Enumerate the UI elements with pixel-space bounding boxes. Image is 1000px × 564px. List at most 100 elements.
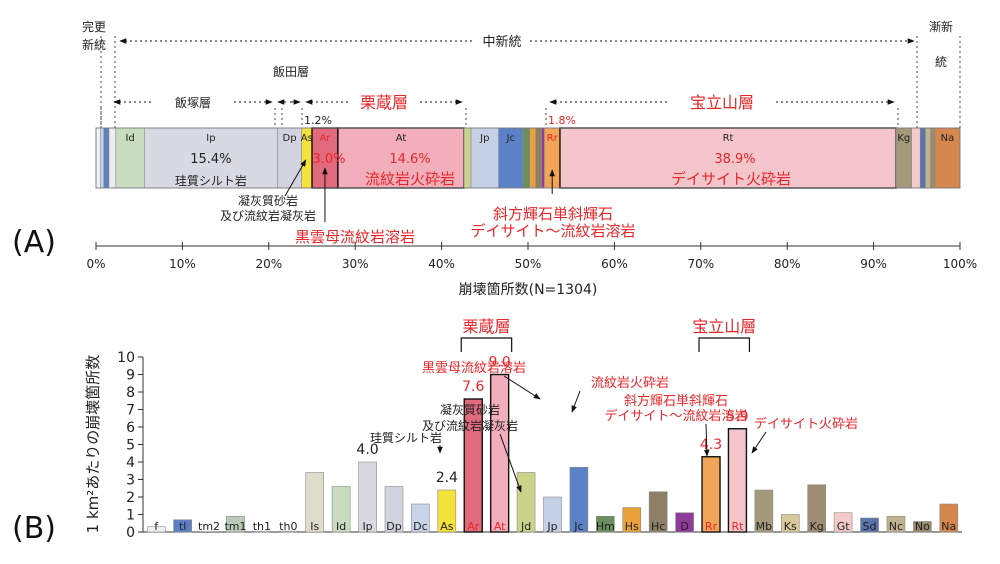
y-tick-label-7: 7: [126, 403, 135, 419]
value-label-Rt: 5.9: [726, 409, 748, 425]
y-axis-title: 1 km²あたりの崩壊箇所数: [84, 355, 102, 534]
bar-label-Jp: Jp: [546, 520, 557, 533]
x-tick-label-1: 10%: [169, 257, 196, 271]
bar-tm2: [199, 531, 219, 533]
x-tick-label-10: 100%: [943, 257, 977, 271]
bar-label-tm2: tm2: [198, 520, 220, 533]
panel-label-b: (B): [12, 511, 56, 546]
bar-Na: [939, 503, 959, 533]
bar-label-Kg: Kg: [810, 520, 824, 533]
annotation-dacite-lava-2: デイサイト～流紋岩溶岩: [470, 222, 635, 240]
bar-label-f: f: [154, 520, 159, 533]
segment-code-As: As: [301, 133, 313, 144]
segment-code-Jc: Jc: [505, 133, 514, 144]
x-axis-title: 崩壊箇所数(N=1304): [459, 281, 598, 298]
inner-label-Ip: 珪質シルト岩: [175, 173, 247, 188]
annotation-As-0: 凝灰質砂岩: [440, 402, 500, 417]
segment-code-Kg: Kg: [897, 133, 910, 144]
stacked-segment-minor-2: [103, 127, 110, 189]
bar-label-At: At: [494, 520, 506, 533]
group-bracket-1: [698, 337, 751, 352]
bar-No: [913, 521, 932, 533]
stacked-segment-Ip: [144, 127, 278, 189]
stacked-segment-Jc: [498, 127, 524, 189]
bar-Ar: [463, 398, 483, 533]
x-tick-label-5: 50%: [515, 257, 542, 271]
bar-Sd: [860, 517, 879, 533]
y-tick-label-2: 2: [126, 490, 135, 506]
percent-label-Ip: 15.4%: [190, 152, 231, 167]
bar-label-Rt: Rt: [731, 520, 744, 533]
segment-code-Rt: Rt: [723, 133, 734, 144]
stacked-segment-minor-21: [919, 127, 926, 189]
bar-label-As: As: [440, 520, 454, 533]
bar-f: [146, 526, 166, 533]
era-label-chushinto: 中新統: [482, 34, 521, 50]
percent-label-Rr: 1.8%: [548, 114, 576, 127]
panel-a-stacked-bar: Id Ip Dp As Ar At Jp Jc Rr Rt Kg Na 15.4% 1.2% 3.0% 14.…: [82, 19, 977, 298]
bar-Mb: [754, 489, 774, 533]
segment-code-At: At: [396, 133, 407, 144]
inner-label-Rt: デイサイト火砕岩: [671, 170, 791, 188]
percent-label-At: 14.6%: [389, 152, 430, 167]
bar-label-Sd: Sd: [863, 520, 877, 533]
bar-label-Mb: Mb: [756, 520, 772, 533]
bar-label-th1: th1: [253, 520, 271, 533]
bar-label-Na: Na: [941, 520, 956, 533]
bar-label-Hs: Hs: [625, 520, 639, 533]
bar-Kg: [807, 484, 826, 533]
stacked-bar-frame: [95, 127, 961, 189]
bar-label-D: D: [680, 520, 688, 533]
stacked-segment-minor-23: [930, 127, 936, 189]
annotation-Rt-0: デイサイト火砕岩: [754, 416, 858, 432]
y-tick-label-3: 3: [126, 473, 135, 489]
bar-label-Hm: Hm: [596, 520, 615, 533]
x-tick-label-7: 70%: [687, 257, 714, 271]
bar-Dc: [411, 503, 430, 533]
percent-label-Rt: 38.9%: [714, 152, 755, 167]
x-tick-label-6: 60%: [601, 257, 628, 271]
stacked-segment-minor-13: [522, 127, 531, 189]
stacked-segment-minor-20: [911, 127, 921, 189]
y-tick-label-0: 0: [126, 525, 135, 541]
bar-label-Ar: Ar: [467, 520, 480, 533]
bar-label-No: No: [915, 520, 930, 533]
bar-label-Rr: Rr: [705, 520, 718, 533]
value-label-Ip: 4.0: [356, 442, 378, 458]
stacked-segment-minor-14: [529, 127, 537, 189]
segment-code-Ar: Ar: [319, 133, 331, 144]
annotation-Rr-0: 斜方輝石単斜輝石: [624, 393, 728, 409]
x-tick-label-4: 40%: [428, 257, 455, 271]
y-tick-label-6: 6: [126, 420, 135, 436]
y-tick-label-9: 9: [126, 368, 135, 384]
value-label-Ar: 7.6: [462, 379, 484, 395]
era-label-kanshinsei-1: 完更: [82, 19, 106, 34]
panel-label-a: (A): [12, 225, 56, 260]
annotation-Rr-1: デイサイト～流紋岩溶岩: [604, 408, 747, 424]
era-label-kanshinsei-2: 新統: [82, 37, 106, 52]
bar-Gt: [833, 512, 853, 533]
x-tick-label-2: 20%: [255, 257, 282, 271]
annotation-arrow-Rr: [704, 423, 710, 457]
formation-label-horyusan: 宝立山層: [690, 93, 754, 112]
bar-D: [675, 512, 694, 533]
era-label-zenshinto-2: 統: [935, 55, 947, 69]
stacked-segment-minor-16: [541, 127, 545, 189]
bar-label-Gt: Gt: [837, 520, 851, 533]
bar-label-Jd: Jd: [520, 520, 531, 533]
bar-label-Jc: Jc: [573, 520, 583, 533]
bar-Hc: [648, 491, 668, 533]
formation-label-iizuka: 飯塚層: [175, 95, 211, 110]
annotation-arrow-Ar: [503, 375, 541, 400]
x-tick-label-0: 0%: [86, 257, 105, 271]
group-bracket-0: [460, 337, 513, 352]
y-tick-label-10: 10: [117, 350, 135, 366]
bar-th1: [252, 530, 272, 533]
bar-At: [489, 373, 510, 533]
annotation-tuff-2: 及び流紋岩凝灰岩: [220, 208, 316, 223]
bar-Ip: [358, 461, 377, 533]
annotation-Ar-0: 黒雲母流紋岩溶岩: [422, 361, 526, 376]
annotation-arrow-Rt: [751, 431, 767, 454]
segment-code-Jp: Jp: [479, 133, 489, 144]
